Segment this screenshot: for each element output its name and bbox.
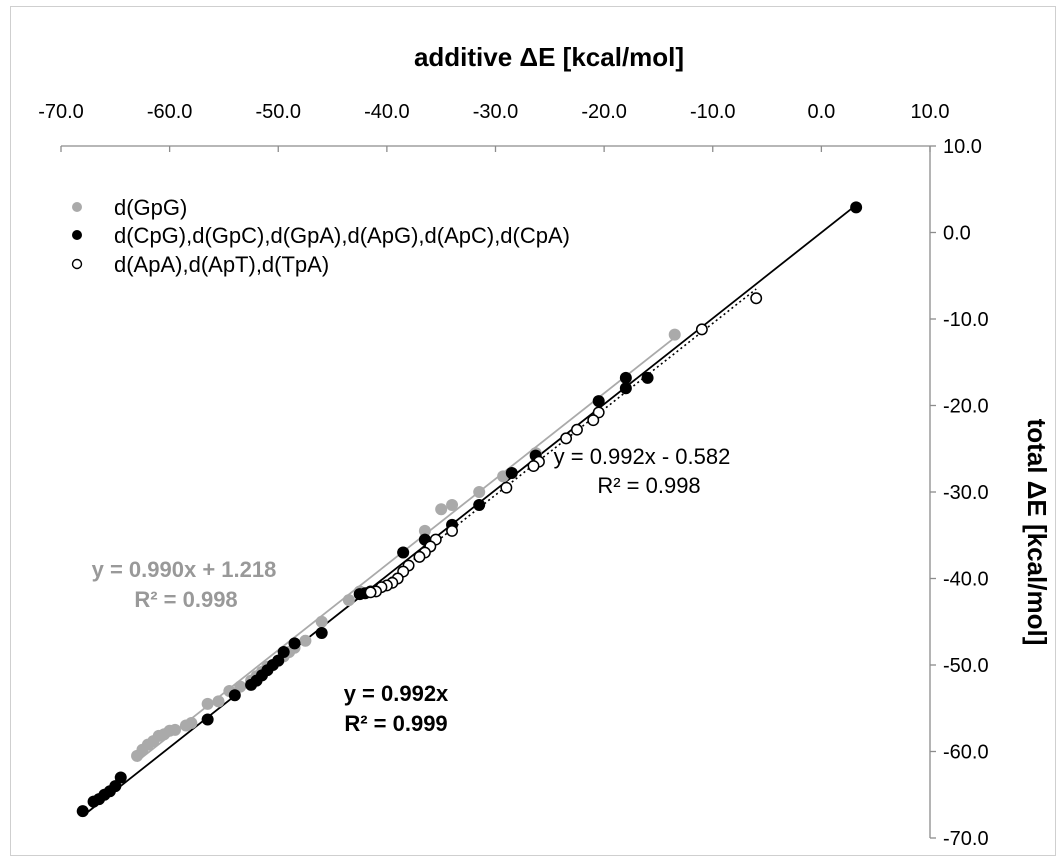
legend-label-apa: d(ApA),d(ApT),d(TpA)	[114, 252, 329, 277]
data-point	[587, 414, 600, 427]
data-point	[315, 626, 328, 639]
x-tick-label: -70.0	[38, 101, 84, 123]
equation-mixed-formula: y = 0.992x	[344, 681, 449, 706]
data-point	[619, 371, 632, 384]
x-tick-label: -60.0	[147, 101, 193, 123]
legend-marker-mixed	[72, 230, 82, 240]
data-point	[619, 382, 632, 395]
data-point	[500, 481, 513, 494]
legend-label-mixed: d(CpG),d(GpC),d(GpA),d(ApG),d(ApC),d(CpA…	[114, 223, 570, 248]
y-tick-label: -20.0	[943, 396, 989, 418]
data-point	[641, 371, 654, 384]
equation-mixed-r2: R² = 0.999	[344, 711, 447, 736]
x-tick-label: 0.0	[807, 101, 835, 123]
equation-apa: y = 0.992x - 0.582 R² = 0.998	[554, 444, 731, 498]
y-axis-title: total ΔE [kcal/mol]	[1022, 419, 1052, 646]
equation-apa-formula: y = 0.992x - 0.582	[554, 444, 731, 469]
x-axis-title: additive ΔE [kcal/mol]	[414, 42, 684, 72]
data-point	[364, 586, 377, 599]
trendlines	[82, 204, 857, 817]
data-point	[299, 634, 312, 647]
data-point	[527, 460, 540, 472]
data-points	[76, 201, 863, 818]
data-point	[418, 524, 431, 537]
y-tick-label: -70.0	[943, 828, 989, 850]
data-point	[446, 524, 458, 537]
x-tick-label: -30.0	[473, 101, 519, 123]
data-point	[131, 749, 144, 762]
legend-label-gpg: d(GpG)	[114, 195, 187, 220]
data-point	[571, 423, 583, 436]
data-point	[505, 466, 518, 479]
data-point	[473, 486, 486, 498]
data-point	[353, 588, 366, 601]
x-tick-label: -10.0	[690, 101, 736, 123]
x-axis-ticks: -70.0 -60.0 -50.0 -40.0 -30.0 -20.0 -10.0 0.0 10…	[38, 101, 949, 152]
series-2	[364, 292, 763, 599]
x-tick-label: 10.0	[911, 101, 950, 123]
legend-marker-gpg	[72, 202, 82, 212]
data-point	[76, 805, 89, 818]
legend: d(GpG) d(CpG),d(GpC),d(GpA),d(ApG),d(ApC…	[71, 195, 570, 277]
y-tick-label: -30.0	[943, 482, 989, 504]
data-point	[473, 498, 486, 511]
data-point	[277, 646, 290, 659]
x-tick-label: -20.0	[581, 101, 627, 123]
data-point	[228, 689, 241, 702]
y-tick-label: -60.0	[943, 742, 989, 764]
y-tick-label: 10.0	[943, 136, 982, 158]
data-point	[560, 432, 573, 445]
equation-mixed: y = 0.992x R² = 0.999	[344, 681, 449, 736]
data-point	[850, 201, 863, 214]
y-tick-label: -10.0	[943, 309, 989, 331]
equation-gpg-formula: y = 0.990x + 1.218	[92, 557, 277, 582]
data-point	[342, 594, 355, 607]
data-point	[695, 323, 708, 336]
data-point	[435, 503, 448, 516]
data-point	[668, 328, 681, 341]
y-tick-label: 0.0	[943, 223, 971, 245]
equation-apa-r2: R² = 0.998	[597, 473, 700, 498]
data-point	[397, 546, 410, 559]
data-point	[114, 771, 127, 784]
data-point	[446, 498, 459, 511]
trendline	[82, 204, 857, 817]
data-point	[201, 697, 214, 710]
x-tick-label: -40.0	[364, 101, 410, 123]
data-point	[315, 615, 328, 628]
data-point	[87, 795, 100, 808]
data-point	[234, 680, 247, 693]
data-point	[592, 395, 605, 408]
y-axis-ticks: 10.0 0.0 -10.0 -20.0 -30.0 -40.0 -50.0 -60.0 -70…	[930, 136, 989, 850]
equation-gpg-r2: R² = 0.998	[134, 587, 237, 612]
y-tick-label: -40.0	[943, 569, 989, 591]
x-tick-label: -50.0	[255, 101, 301, 123]
equation-gpg: y = 0.990x + 1.218 R² = 0.998	[92, 557, 277, 612]
series-1	[76, 201, 863, 818]
data-point	[288, 637, 301, 650]
data-point	[179, 719, 192, 732]
data-point	[212, 695, 225, 708]
y-tick-label: -50.0	[943, 655, 989, 677]
data-point	[201, 713, 214, 726]
data-point	[245, 678, 258, 691]
data-point	[750, 292, 763, 305]
data-point	[413, 550, 426, 563]
legend-marker-apa	[71, 258, 83, 270]
